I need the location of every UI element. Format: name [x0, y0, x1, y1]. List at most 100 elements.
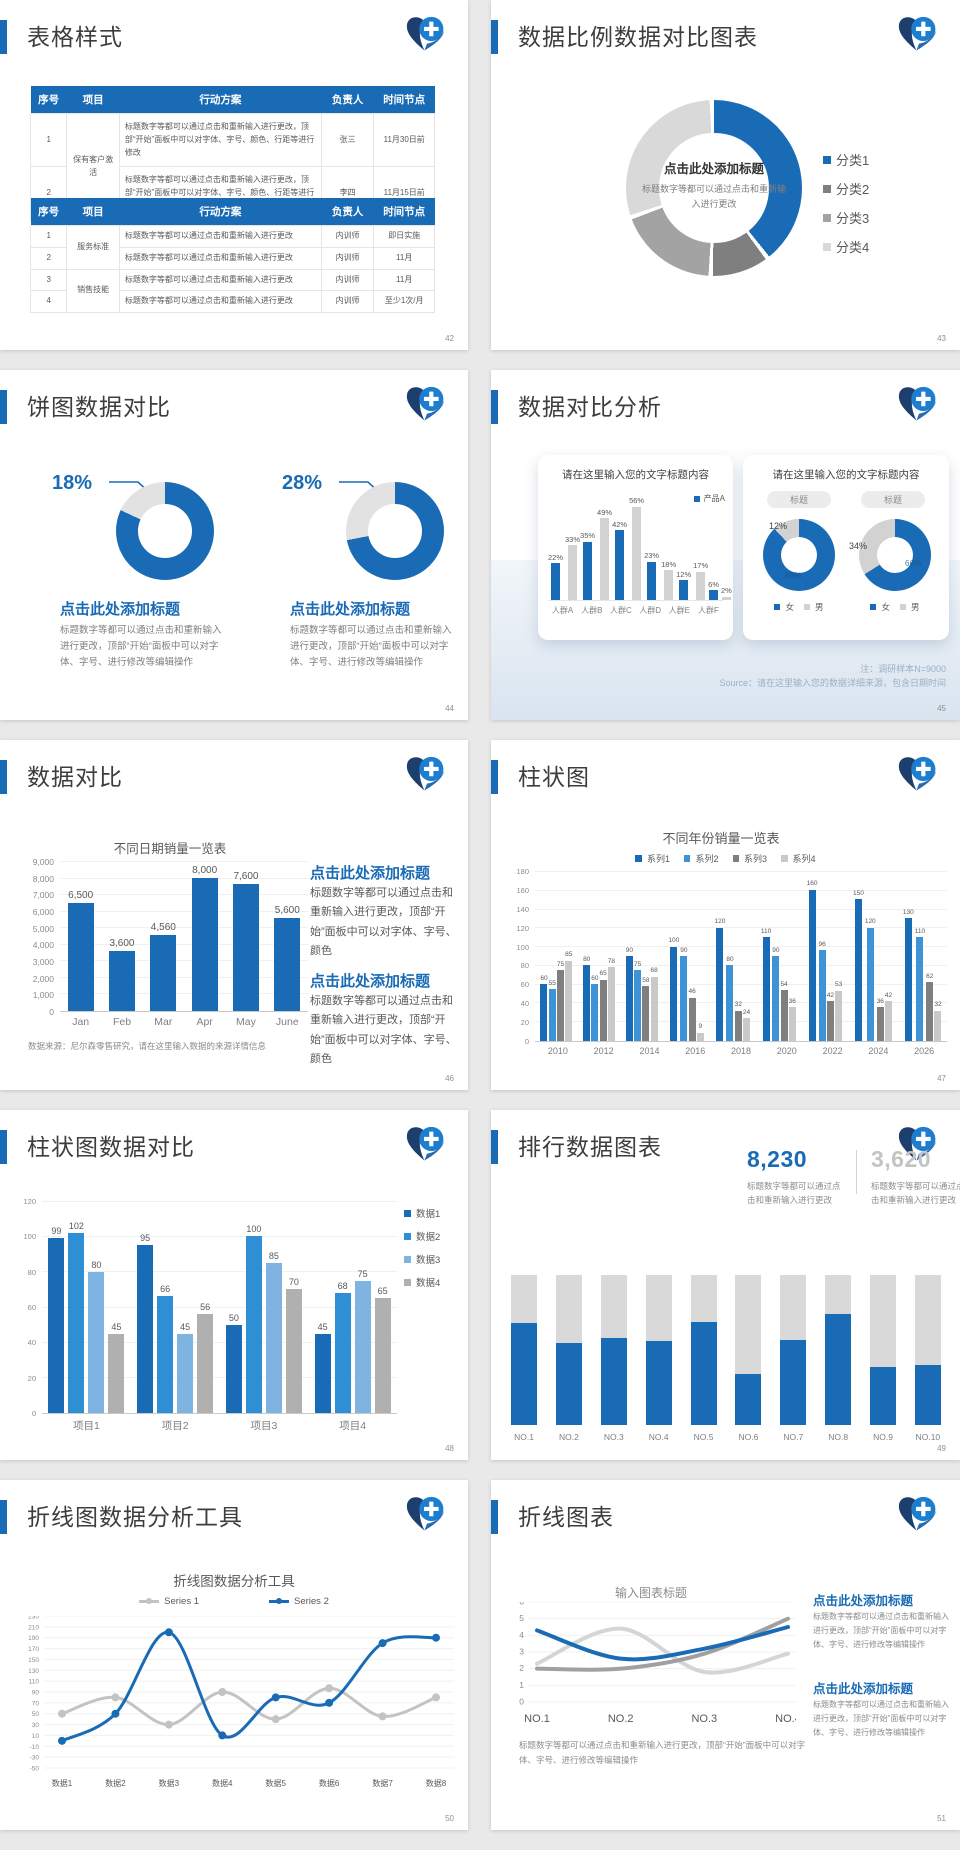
bar-column: 60	[591, 975, 599, 1041]
rank-fill	[914, 1365, 941, 1425]
bar	[177, 1333, 194, 1413]
x-label: NO.2	[608, 1713, 634, 1725]
bar	[157, 1296, 174, 1413]
gridline	[60, 894, 308, 896]
brand-logo-icon	[406, 756, 448, 794]
stat-primary: 8,230 标题数字等都可以通过点击和重新输入进行更改	[747, 1146, 842, 1208]
y-tick-label: 7,000	[32, 890, 54, 901]
bar-group: 6% 2%	[708, 580, 732, 600]
bar	[565, 960, 573, 1041]
rank-fill	[645, 1341, 672, 1425]
legend-label: 男	[911, 602, 920, 612]
bar-value: 56	[200, 1302, 211, 1313]
bar-column: 150	[853, 890, 864, 1041]
x-label: 2024	[868, 1046, 889, 1056]
bar-column: 42	[885, 992, 892, 1041]
line-chart: 0 1 2 3 4 5 6 NO.1 NO.2 NO.3 NO.4	[511, 1597, 801, 1730]
legend-item: 分类2	[823, 179, 869, 198]
y-tick-label: 20	[520, 1018, 529, 1028]
gridline	[60, 993, 308, 995]
bar	[664, 570, 674, 600]
bar-column: 6%	[708, 580, 719, 600]
bar	[835, 990, 843, 1041]
bar-value: 68	[337, 1280, 348, 1291]
x-label: 2014	[639, 1046, 660, 1056]
legend-swatch	[781, 855, 788, 862]
legend-swatch	[823, 213, 831, 222]
gridline	[60, 943, 308, 945]
source-note: 数据来源：尼尔森零售研究，请在这里输入数据的来源详情信息	[28, 1041, 267, 1051]
legend-item: 系列4	[781, 852, 816, 865]
block-desc: 标题数字等都可以通过点击和重新输入进行更改，顶部“开始”面板中可以对字体、字号、…	[813, 1700, 949, 1737]
bar-group: 160 96 42 53	[807, 881, 843, 1041]
bar-column: 36	[877, 998, 884, 1041]
bar-group: 60 55 75 85	[540, 952, 572, 1041]
page-number: 44	[445, 704, 454, 713]
slide-ranking[interactable]: 排行数据图表 8,230 标题数字等都可以通过点击和重新输入进行更改 3,620…	[491, 1110, 960, 1460]
bar-column: 23%	[644, 552, 659, 600]
data-point	[271, 1693, 280, 1702]
slide-donut-ratio[interactable]: 数据比例数据对比图表 点击此处添加标题 标题数字等都可以通过点击和重新输入进行更…	[491, 0, 960, 350]
gridline	[535, 889, 947, 891]
legend-item: 系列1	[635, 852, 670, 865]
bar	[696, 1032, 704, 1041]
slide-line-chart[interactable]: 折线图表 输入图表标题 0 1 2 3 4 5 6 NO.1 NO.2 NO.3 NO.4 标题数字…	[491, 1480, 960, 1830]
x-label: 数据6	[319, 1778, 340, 1788]
bar	[225, 1324, 242, 1413]
slide-table-styles[interactable]: 表格样式 序号 项目 行动方案 负责人 时间节点 1 保有客户激活 标题数字等都可以通过点击和…	[0, 0, 468, 350]
bar-group: 110 90 54 36	[761, 928, 796, 1041]
grouped-bar-chart: 60 55 75 85 80 60 65 78 90 75 58 68 100 90 46 9 120 80 32 2…	[505, 868, 947, 1064]
bar-group: 35% 49%	[580, 509, 612, 600]
block-title: 点击此处添加标题	[813, 1682, 914, 1696]
data-point	[111, 1709, 120, 1718]
slide-pie-compare[interactable]: 饼图数据对比 18% 点击此处添加标题 标题数字等都可以通过点击和重新输入进行更…	[0, 370, 468, 720]
y-tick-label: 0	[519, 1697, 524, 1707]
y-tick-label: 60	[520, 980, 529, 990]
y-tick-label: 1	[519, 1680, 524, 1690]
x-axis-labels: 2010 2012 2014 2016 2018 2020 2022 2024 2026	[535, 1046, 947, 1056]
rank-track	[735, 1275, 762, 1425]
rank-label: NO.8	[828, 1432, 849, 1442]
sample-note: 注：调研样本N=9000	[860, 664, 946, 674]
x-label: 项目2	[161, 1420, 189, 1432]
bar	[197, 1314, 214, 1413]
donut-card: 请在这里输入您的文字标题内容 标题 标题 12% 88% 34% 66% 女男 …	[743, 455, 949, 640]
y-axis: 0 20 40 60 80 100 120 140 160 180	[505, 868, 535, 1045]
bar	[245, 1236, 262, 1413]
chart-title: 不同年份销量一览表	[662, 831, 780, 846]
bar	[615, 530, 625, 600]
y-tick-label: 130	[28, 1668, 39, 1675]
accent-bar	[491, 20, 498, 54]
gridline	[42, 1201, 397, 1202]
bar-column: 45	[108, 1321, 125, 1413]
rank-column: NO.4	[645, 1275, 672, 1442]
bar-value: 95	[140, 1233, 151, 1244]
bar-column: 68	[650, 968, 658, 1041]
legend-item: 分类4	[823, 237, 869, 256]
table-cell: 内训师	[320, 268, 375, 292]
bar	[709, 590, 719, 600]
gridline	[535, 871, 947, 872]
y-tick-label: 160	[516, 885, 529, 895]
bar-value: 100	[668, 937, 680, 945]
bar-group: 22% 33%	[548, 535, 580, 600]
slide-bar-compare[interactable]: 柱状图数据对比 99 102 80 45 95 66 45 56 50 100 85 70 45 68 75…	[0, 1110, 468, 1460]
slide-bar-chart[interactable]: 柱状图 不同年份销量一览表 系列1 系列2 系列3 系列4 60 55 75 85 80 60 6…	[491, 740, 960, 1090]
slide-data-analysis[interactable]: 数据对比分析 请在这里输入您的文字标题内容 产品A 22% 33% 35% 49% 42…	[491, 370, 960, 720]
slide-title: 饼图数据对比	[27, 394, 171, 420]
table-cell: 1	[29, 225, 68, 248]
y-axis: 0 20 40 60 80 100 120	[12, 1198, 42, 1417]
y-tick-label: 100	[516, 942, 529, 952]
slide-data-compare[interactable]: 数据对比 不同日期销量一览表 6,500 3,600 4,560 8,000 7,600…	[0, 740, 468, 1090]
bar-value: 65	[377, 1286, 388, 1297]
bar-value: 45	[111, 1321, 122, 1332]
legend-swatch	[823, 155, 831, 164]
legend-item: 系列2	[683, 852, 719, 865]
slide-line-analysis[interactable]: 折线图数据分析工具 折线图数据分析工具 Series 1 Series 2 -50…	[0, 1480, 468, 1830]
bar-value: 2%	[721, 586, 732, 596]
bar-column: 65	[374, 1286, 391, 1413]
rank-fill	[600, 1338, 627, 1425]
data-point	[378, 1639, 387, 1648]
table-header-cell: 序号	[30, 198, 67, 226]
bar	[916, 937, 924, 1041]
